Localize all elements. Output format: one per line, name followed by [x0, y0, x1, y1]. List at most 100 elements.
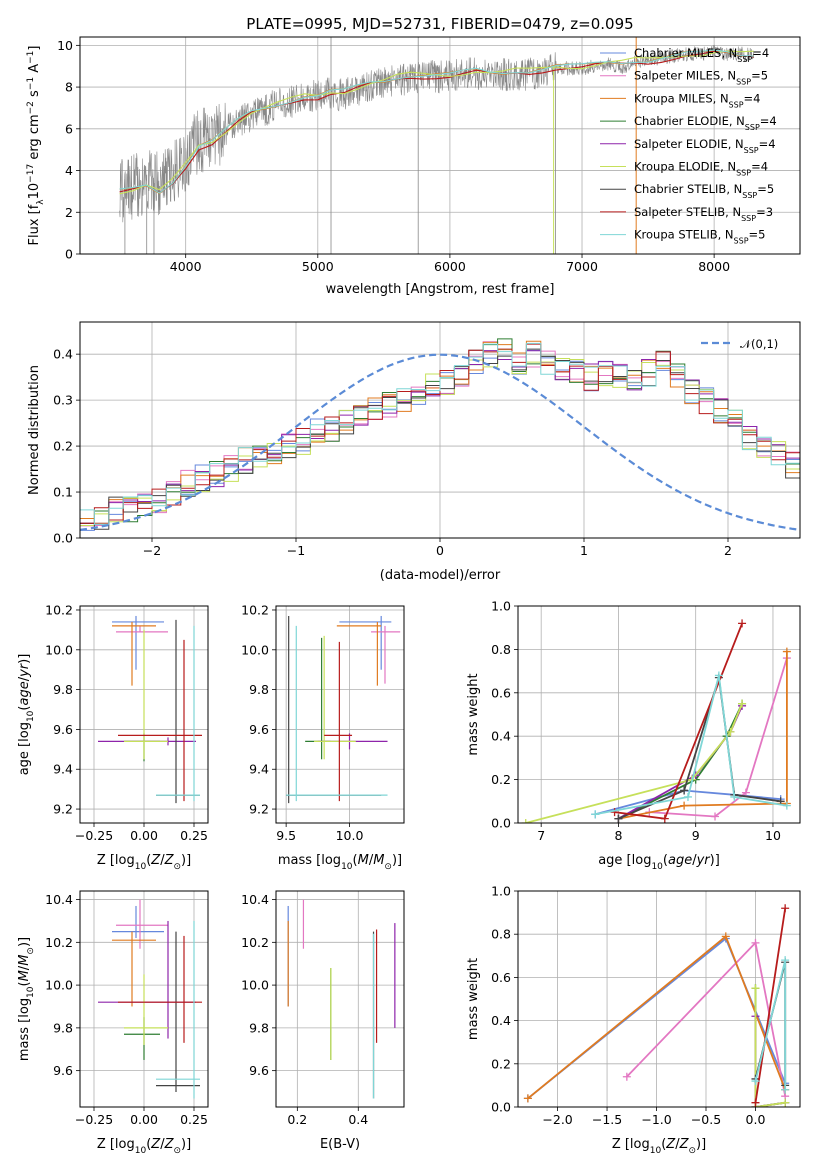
y-tick-label: 0.3	[53, 393, 73, 408]
weight-marker	[614, 814, 623, 823]
y-tick-label: 9.2	[53, 802, 73, 817]
legend-entry: Chabrier MILES, NSSP=4	[634, 46, 769, 64]
weight-marker	[751, 984, 760, 993]
weight-line	[617, 703, 743, 820]
y-tick-label: 8	[65, 80, 73, 95]
weight-line	[754, 988, 786, 1107]
y-tick-label: 10.4	[241, 892, 269, 907]
grid	[276, 606, 404, 823]
x-axis-label: Z [log10(Z/Z⊙)]	[612, 1137, 706, 1156]
weight-marker	[622, 1072, 631, 1081]
figure-title: PLATE=0995, MJD=52731, FIBERID=0479, z=0…	[246, 15, 633, 33]
legend-entry: Kroupa MILES, NSSP=4	[634, 91, 760, 109]
x-tick-label: 0.25	[180, 828, 208, 843]
y-tick-label: 0.2	[491, 1056, 511, 1071]
axes-frame	[517, 890, 801, 1108]
weight-marker	[523, 1094, 532, 1103]
histogram-step	[80, 350, 800, 525]
chart-spectrum: 4000 5000 6000 7000 8000 0 2 4 6 8 10 wavelength [A…	[26, 36, 801, 297]
chart-age_vs_Z: −0.25 0.00 0.25 9.2 9.4 9.6 9.8 10.0 10.2 Z [log1…	[17, 602, 209, 872]
weight-marker	[751, 1077, 760, 1086]
weight-marker	[782, 801, 791, 810]
y-tick-label: 10.0	[241, 642, 269, 657]
x-tick-label: 2	[724, 543, 732, 558]
x-tick-label: −0.5	[691, 1112, 721, 1127]
x-tick-label: 0	[436, 543, 444, 558]
weight-marker	[683, 792, 692, 801]
axes-frame	[79, 321, 801, 539]
y-tick-label: 9.8	[249, 1020, 269, 1035]
x-tick-label: 0.25	[180, 1112, 208, 1127]
y-tick-label: 2	[65, 205, 73, 220]
y-tick-label: 10	[57, 38, 73, 53]
plot-area	[98, 615, 202, 804]
x-tick-label: 0.00	[130, 1112, 158, 1127]
weight-marker	[660, 814, 669, 823]
x-tick-label: 10.0	[336, 828, 364, 843]
y-tick-label: 4	[65, 163, 73, 178]
y-tick-label: 9.8	[249, 682, 269, 697]
x-tick-label: −2.0	[542, 1112, 572, 1127]
y-tick-label: 9.6	[53, 1063, 73, 1078]
chart-weight_vs_Z: −2.0 −1.5 −1.0 −0.5 0.0 0.0 0.2 0.4 0.6 0.8 1.0 Z […	[466, 884, 801, 1156]
weight-marker	[782, 647, 791, 656]
legend-entry: Salpeter STELIB, NSSP=3	[634, 205, 773, 223]
x-tick-label: 0.0	[746, 1112, 766, 1127]
y-tick-label: 0	[65, 247, 73, 262]
x-tick-label: 10	[765, 828, 781, 843]
y-axis-label: mass [log10(M/M⊙)]	[17, 937, 36, 1061]
axes-frame	[275, 605, 405, 824]
y-tick-label: 9.6	[249, 722, 269, 737]
weight-marker	[726, 727, 735, 736]
weight-marker	[714, 671, 723, 680]
y-axis-label: age [log10(age/yr)]	[17, 654, 36, 776]
chart-histogram: −2 −1 0 1 2 0.0 0.1 0.2 0.3 0.4 (data-model)/error…	[27, 321, 801, 583]
x-tick-label: 5000	[302, 259, 334, 274]
x-tick-label: 9	[692, 828, 700, 843]
weight-marker	[751, 938, 760, 947]
y-tick-label: 0.4	[491, 1013, 511, 1028]
weight-marker	[680, 786, 689, 795]
weight-marker	[730, 792, 739, 801]
x-tick-label: 7000	[566, 259, 598, 274]
weight-marker	[521, 819, 530, 823]
weight-marker	[738, 619, 747, 628]
y-tick-label: 0.0	[491, 1100, 511, 1115]
x-tick-label: 7	[537, 828, 545, 843]
x-axis-label: wavelength [Angstrom, rest frame]	[326, 282, 555, 297]
normal-curve	[80, 353, 800, 531]
legend-entry: Chabrier STELIB, NSSP=5	[634, 182, 774, 200]
legend-entry: Kroupa ELODIE, NSSP=4	[634, 160, 768, 178]
y-tick-label: 0.1	[53, 485, 73, 500]
y-tick-label: 0.0	[53, 531, 73, 546]
axes-frame	[79, 890, 209, 1108]
y-tick-label: 9.8	[53, 1020, 73, 1035]
y-tick-label: 1.0	[491, 599, 511, 614]
weight-marker	[680, 801, 689, 810]
y-tick-label: 0.6	[491, 685, 511, 700]
model-spectrum-line	[119, 49, 754, 194]
plot-area	[286, 615, 401, 804]
y-tick-label: 9.6	[249, 1063, 269, 1078]
legend-entry: Kroupa STELIB, NSSP=5	[634, 228, 765, 246]
weight-marker	[610, 808, 619, 817]
y-axis-label: mass weight	[466, 673, 481, 755]
histogram-step	[80, 341, 800, 527]
weight-marker	[738, 699, 747, 708]
data-spectrum-line	[119, 44, 755, 223]
x-tick-label: 4000	[170, 259, 202, 274]
legend-entry: Chabrier ELODIE, NSSP=4	[634, 114, 777, 132]
weight-marker	[781, 1098, 790, 1107]
plot-area	[287, 899, 396, 1099]
y-tick-label: 10.0	[45, 642, 73, 657]
legend: 𝒩(0,1)	[701, 337, 778, 351]
y-tick-label: 10.0	[241, 978, 269, 993]
y-tick-label: 10.2	[45, 935, 73, 950]
weight-marker	[591, 810, 600, 819]
axes-frame	[79, 36, 801, 255]
x-axis-label: Z [log10(Z/Z⊙)]	[97, 853, 191, 872]
y-tick-label: 10.2	[45, 602, 73, 617]
weight-line	[618, 651, 788, 820]
x-axis-label: age [log10(age/yr)]	[598, 853, 720, 872]
